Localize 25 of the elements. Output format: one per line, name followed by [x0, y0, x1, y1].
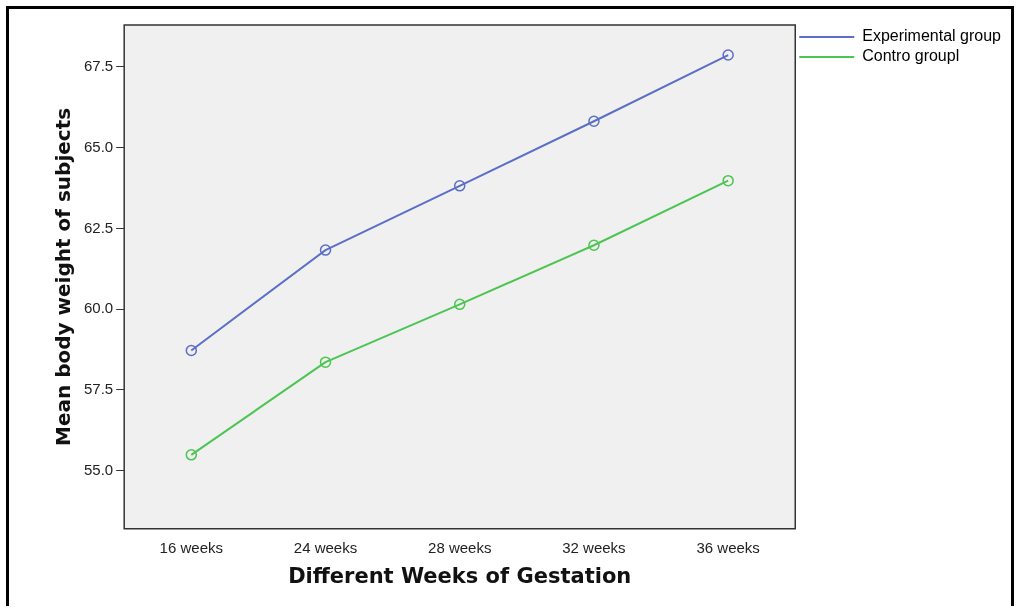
point [722, 174, 734, 187]
y-axis-title: Mean body weight of subjects [51, 107, 76, 446]
point [588, 239, 600, 251]
x-tick-label: 16 weeks [159, 538, 223, 556]
x-tick-label: 28 weeks [428, 538, 492, 556]
y-tick-label: 67.5 [83, 57, 114, 75]
point [319, 356, 332, 368]
x-tick-label: 36 weeks [696, 538, 760, 556]
point [319, 244, 332, 256]
x-axis-title: Different Weeks of Gestation [288, 563, 632, 588]
point [185, 344, 198, 357]
point [185, 449, 198, 461]
point [453, 298, 466, 311]
y-tick-label: 65.0 [83, 137, 114, 155]
legend-label: Contro groupl [862, 47, 960, 65]
y-tick-label: 55.0 [83, 460, 114, 478]
y-tick-label: 60.0 [83, 299, 114, 317]
y-tick-label: 62.5 [83, 218, 114, 236]
point [453, 180, 466, 192]
x-tick-label: 32 weeks [562, 538, 626, 556]
x-tick-label: 24 weeks [293, 538, 358, 556]
point [588, 115, 600, 127]
legend-label: Experimental group [862, 27, 1002, 45]
point [722, 49, 734, 61]
y-tick-label: 57.5 [83, 380, 114, 398]
